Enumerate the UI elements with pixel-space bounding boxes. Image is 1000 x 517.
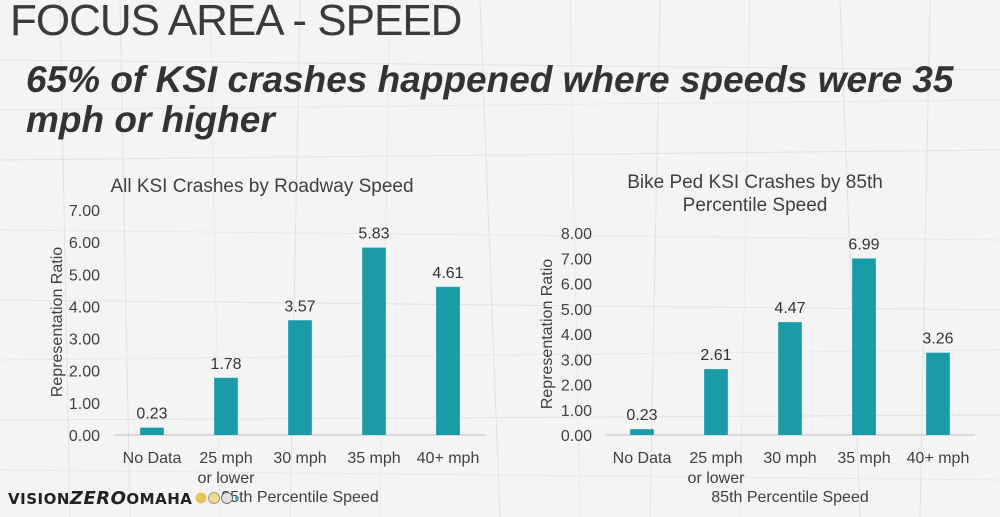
x-tick-label: or lower [688, 470, 746, 487]
y-tick-label: 8.00 [561, 226, 592, 243]
y-tick-label: 5.00 [561, 302, 592, 319]
chart-title: Bike Ped KSI Crashes by 85th [627, 172, 883, 193]
data-label: 2.61 [700, 347, 731, 364]
data-label: 3.57 [284, 298, 315, 315]
x-tick-label: 25 mph [199, 450, 252, 467]
data-label: 3.26 [922, 331, 953, 348]
y-tick-label: 1.00 [69, 396, 100, 413]
key-finding-subheading: 65% of KSI crashes happened where speeds… [26, 59, 954, 140]
vision-zero-omaha-logo: VISIONZEROOMAHA [8, 487, 240, 509]
logo-circles-icon [195, 492, 240, 504]
bar [436, 286, 460, 435]
page-heading: FOCUS AREA - SPEED [10, 0, 462, 45]
x-axis-label: 85th Percentile Speed [711, 489, 868, 506]
data-label: 5.83 [358, 226, 389, 243]
y-tick-label: 2.00 [69, 364, 100, 381]
x-tick-label: or lower [198, 470, 256, 487]
x-tick-label: No Data [123, 450, 182, 467]
y-tick-label: 2.00 [561, 378, 592, 395]
x-tick-label: 40+ mph [417, 450, 480, 467]
bar [362, 247, 386, 435]
x-tick-label: 35 mph [347, 450, 400, 467]
y-tick-label: 6.00 [69, 235, 100, 252]
data-label: 6.99 [848, 237, 879, 254]
y-tick-label: 4.00 [561, 327, 592, 344]
x-tick-label: 30 mph [273, 450, 326, 467]
x-tick-label: 30 mph [763, 450, 816, 467]
y-tick-label: 6.00 [561, 277, 592, 294]
x-tick-label: 35 mph [837, 450, 890, 467]
y-tick-label: 0.00 [69, 428, 100, 445]
y-axis-label: Representation Ratio [539, 259, 556, 409]
y-tick-label: 3.00 [69, 332, 100, 349]
y-tick-label: 4.00 [69, 299, 100, 316]
data-label: 1.78 [210, 356, 241, 373]
y-axis-label: Representation Ratio [49, 247, 66, 397]
logo-text: VISIONZEROOMAHA [8, 487, 193, 509]
bar [926, 352, 950, 435]
x-axis-label: 85th Percentile Speed [221, 489, 378, 506]
x-tick-label: 25 mph [689, 450, 742, 467]
bar [630, 429, 654, 435]
data-label: 4.47 [774, 300, 805, 317]
chart-all-ksi-crashes: All KSI Crashes by Roadway Speed 0.00 1.00… [49, 176, 485, 506]
y-tick-label: 5.00 [69, 267, 100, 284]
chart-title: All KSI Crashes by Roadway Speed [110, 176, 413, 197]
y-tick-label: 3.00 [561, 352, 592, 369]
x-tick-label: 40+ mph [907, 450, 970, 467]
y-tick-label: 7.00 [561, 251, 592, 268]
data-label: 4.61 [432, 265, 463, 282]
data-label: 0.23 [136, 406, 167, 423]
bar [214, 377, 238, 435]
bar [852, 258, 876, 435]
x-tick-label: No Data [613, 450, 672, 467]
y-tick-label: 1.00 [561, 403, 592, 420]
y-tick-label: 7.00 [69, 203, 100, 220]
y-tick-label: 0.00 [561, 428, 592, 445]
data-label: 0.23 [626, 407, 657, 424]
bar [704, 369, 728, 435]
chart-title: Percentile Speed [683, 195, 828, 216]
bar [778, 322, 802, 435]
bar [288, 320, 312, 435]
bar [140, 427, 164, 435]
